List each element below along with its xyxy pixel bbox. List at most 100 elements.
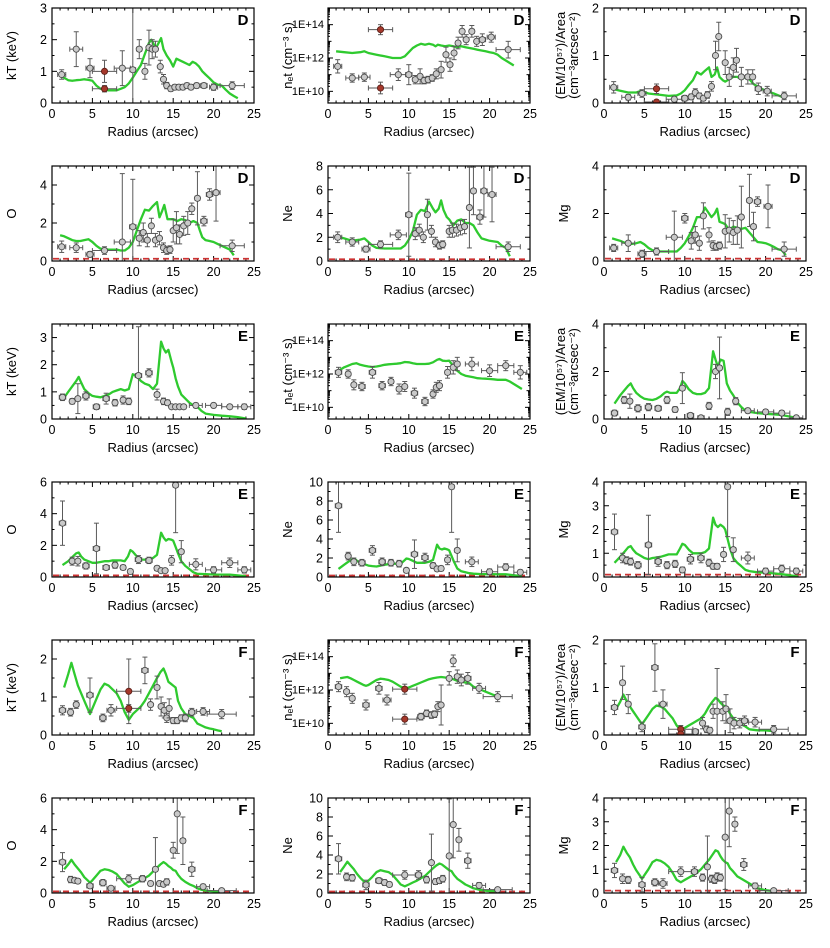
data-point [724,483,732,491]
data-point [663,396,671,404]
data-point [715,242,724,250]
data-point [713,562,721,570]
svg-text:0: 0 [601,739,608,753]
data-point [401,715,409,723]
svg-text:0: 0 [49,581,56,595]
data-point [703,863,711,871]
svg-text:0: 0 [592,97,599,111]
data-point [442,51,450,59]
svg-text:20: 20 [207,897,221,911]
plot-border [603,7,807,104]
data-point [740,860,748,869]
region-label: F [238,644,247,661]
svg-text:0: 0 [601,581,608,595]
data-point [368,368,376,376]
svg-text:20: 20 [483,897,497,911]
data-point [610,866,619,874]
panel-kT-F: 0 5 10 15 20 25 0 1 2 F Radius (arcsec) kT (keV) [4,639,261,771]
region-label: F [514,644,523,661]
region-label: E [238,486,248,503]
data-points [333,166,521,257]
data-point [99,714,107,722]
region-label: E [514,328,524,345]
data-point [620,396,628,404]
axes: 0 5 10 15 20 25 1E+10 1E+12 1E+14 [292,8,537,121]
svg-text:20: 20 [759,897,773,911]
data-point [711,51,720,60]
data-point [218,887,226,893]
data-point [125,397,133,405]
x-axis-label: Radius (arcsec) [107,124,198,139]
data-point [107,884,115,892]
data-point [624,93,632,101]
svg-text:10: 10 [678,897,692,911]
panel-EM-E: 0 5 10 15 20 25 0 2 4 E Radius (arcsec) (EM/10⁵⁷)/A… [554,318,813,456]
svg-text:4: 4 [316,849,323,863]
svg-text:25: 25 [799,265,813,279]
data-point [343,873,351,881]
model-line [611,206,787,256]
data-point [638,723,646,731]
panel-kT-E: 0 5 10 15 20 25 0 1 2 3 E Radius (arcsec) kT (keV) [4,323,261,455]
svg-text:5: 5 [89,265,96,279]
plot-border [51,323,255,420]
svg-text:1: 1 [592,547,599,561]
data-point [218,710,226,718]
y-axis-label-line2: (cm⁻³arcsec⁻²) [566,328,581,415]
data-point [334,233,342,241]
axes: 0 5 10 15 20 25 0 1 2 [592,2,813,122]
data-point [610,703,619,711]
x-axis-label: Radius (arcsec) [659,914,750,929]
svg-text:5: 5 [365,739,372,753]
data-point [494,886,502,893]
data-point [475,881,483,889]
data-point [199,707,207,715]
svg-text:10: 10 [126,739,140,753]
data-point [678,384,686,392]
svg-text:20: 20 [759,423,773,437]
data-point [375,684,383,692]
data-point [151,865,159,873]
model-line [63,661,222,733]
svg-text:15: 15 [166,739,180,753]
svg-text:6: 6 [316,514,323,528]
svg-text:1E+10: 1E+10 [292,402,324,414]
data-points [609,173,797,261]
data-point [172,224,180,232]
panel-Ne-D: 0 5 10 15 20 25 0 2 4 6 8 D Radius (arcsec) Ne [280,160,537,298]
data-point [450,49,458,57]
data-point [624,239,632,247]
plot-border [603,797,807,894]
data-point [429,390,437,398]
data-point [488,190,496,199]
data-point [102,563,110,572]
data-point [733,226,741,234]
data-point [652,98,661,103]
svg-text:2: 2 [40,217,47,231]
data-point [678,566,686,574]
red-data-points [91,59,118,93]
data-point [368,546,376,554]
region-label: D [238,170,249,187]
data-point [677,868,685,876]
data-point [362,701,370,709]
plot-border [51,797,255,894]
data-point [168,556,176,564]
plot-border [327,797,531,894]
data-point [100,85,109,93]
svg-text:10: 10 [402,897,416,911]
data-point [177,548,185,556]
svg-text:20: 20 [759,107,773,121]
svg-text:20: 20 [759,265,773,279]
data-point [188,865,196,873]
data-point [638,250,646,258]
x-axis-label: Radius (arcsec) [659,756,750,771]
data-point [58,70,66,79]
data-point [344,370,352,378]
data-point [763,87,771,95]
x-axis-label: Radius (arcsec) [383,282,474,297]
svg-text:6: 6 [316,183,323,197]
data-point [654,558,662,566]
red-data-points [367,24,394,95]
data-point [627,558,635,566]
